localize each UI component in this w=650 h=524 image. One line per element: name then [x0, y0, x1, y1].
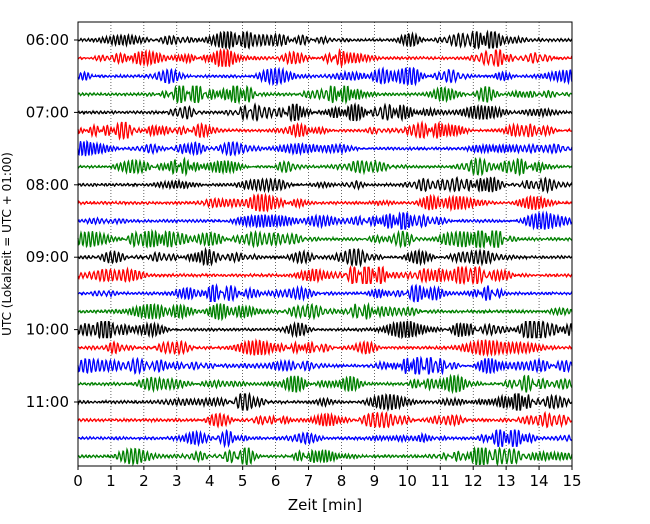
y-tick-label: 07:00	[26, 103, 69, 121]
x-axis-label: Zeit [min]	[288, 496, 362, 514]
x-tick-label: 3	[172, 472, 182, 490]
trace-line	[77, 228, 573, 250]
trace-line	[77, 192, 573, 213]
trace-line	[77, 264, 573, 286]
trace-line	[77, 320, 573, 340]
x-tick-label: 15	[562, 472, 581, 490]
trace-line	[77, 210, 573, 231]
x-tick-label: 8	[337, 472, 347, 490]
x-tick-label: 10	[398, 472, 417, 490]
x-tick-label: 5	[238, 472, 248, 490]
trace-line	[77, 282, 573, 303]
trace-line	[77, 139, 573, 157]
x-tick-label: 12	[464, 472, 483, 490]
trace-line	[77, 338, 573, 358]
y-tick-label: 08:00	[26, 176, 69, 194]
trace-line	[77, 246, 573, 268]
trace-line	[77, 156, 573, 177]
x-tick-label: 4	[205, 472, 215, 490]
trace-line	[77, 84, 573, 105]
trace-line	[77, 175, 573, 195]
x-tick-label: 9	[370, 472, 380, 490]
seismic-traces	[77, 29, 573, 467]
trace-line	[77, 373, 573, 395]
trace-line	[77, 102, 573, 123]
x-tick-label: 6	[271, 472, 281, 490]
y-tick-label: 09:00	[26, 248, 69, 266]
y-axis-ticks: 06:00 07:00 08:00 09:00 10:00 11:00	[26, 31, 78, 411]
plot-frame	[77, 21, 573, 467]
x-tick-label: 13	[497, 472, 516, 490]
trace-line	[77, 410, 573, 429]
x-tick-label: 7	[304, 472, 314, 490]
trace-line	[77, 428, 573, 449]
x-tick-label: 14	[530, 472, 549, 490]
x-tick-label: 0	[73, 472, 83, 490]
trace-line	[77, 66, 573, 87]
trace-line	[77, 391, 573, 412]
trace-line	[77, 445, 573, 467]
trace-line	[77, 301, 573, 322]
x-tick-label: 11	[431, 472, 450, 490]
trace-line	[77, 355, 573, 376]
y-tick-label: 06:00	[26, 31, 69, 49]
trace-line	[77, 47, 573, 69]
y-tick-label: 10:00	[26, 321, 69, 339]
x-axis-ticks: 0 1 2 3 4 5 6 7 8 9 10 11 12 13 14 15	[73, 466, 582, 490]
x-tick-label: 2	[139, 472, 149, 490]
y-axis-label: UTC (Lokalzeit = UTC + 01:00)	[0, 152, 14, 336]
y-tick-label: 11:00	[26, 393, 69, 411]
trace-line	[77, 29, 573, 51]
x-tick-label: 1	[106, 472, 116, 490]
trace-line	[77, 119, 573, 141]
